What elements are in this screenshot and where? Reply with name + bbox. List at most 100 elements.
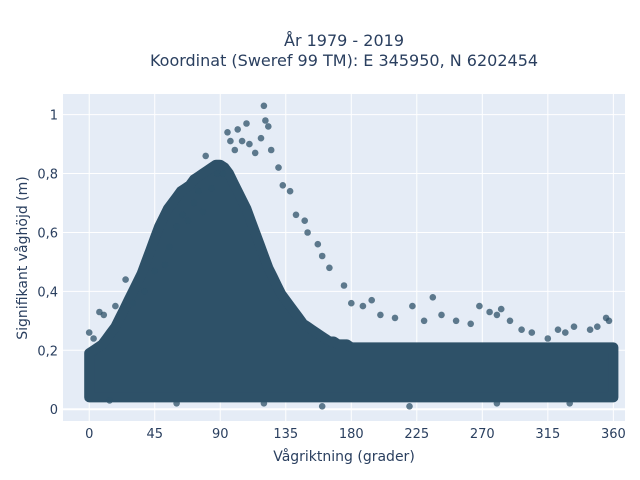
x-tick-label: 270 — [470, 427, 495, 442]
data-point — [227, 137, 234, 145]
data-point — [368, 296, 376, 304]
data-point — [208, 185, 215, 192]
data-point — [314, 240, 322, 248]
data-point — [190, 199, 198, 207]
y-tick-label: 0,6 — [37, 226, 58, 241]
data-point — [173, 223, 180, 230]
data-point — [90, 335, 97, 342]
data-point — [326, 264, 333, 272]
data-point — [301, 217, 309, 224]
data-point — [497, 305, 505, 313]
y-tick-label: 0,8 — [37, 168, 58, 183]
data-point — [486, 308, 493, 316]
data-point — [120, 302, 128, 310]
data-point — [493, 400, 501, 407]
data-point — [467, 320, 475, 328]
data-point — [238, 137, 246, 145]
data-point — [199, 208, 207, 216]
data-point — [570, 323, 578, 331]
data-point — [243, 120, 250, 127]
x-tick-label: 180 — [339, 427, 364, 442]
data-point — [85, 329, 93, 336]
y-tick-label: 0 — [50, 403, 58, 418]
data-point — [173, 400, 180, 407]
data-point — [318, 403, 326, 410]
data-point — [151, 267, 158, 275]
data-point — [234, 126, 241, 133]
data-point — [257, 134, 265, 142]
data-point — [420, 317, 428, 325]
data-point — [438, 311, 445, 319]
data-point — [129, 299, 137, 307]
data-point — [493, 311, 501, 319]
data-point — [166, 243, 173, 251]
x-tick-label: 315 — [535, 427, 560, 442]
data-point — [202, 152, 209, 160]
data-point — [528, 329, 536, 336]
data-point — [605, 317, 613, 325]
data-point — [566, 400, 573, 407]
data-point — [246, 140, 253, 148]
data-markers — [85, 102, 613, 410]
data-point — [214, 170, 221, 177]
data-point — [391, 314, 399, 322]
data-point — [348, 299, 355, 307]
data-point — [251, 149, 259, 157]
data-point — [106, 397, 113, 404]
data-point — [554, 326, 562, 334]
data-point — [260, 400, 268, 407]
data-point — [562, 329, 569, 336]
data-point — [286, 187, 294, 195]
data-point — [112, 302, 119, 310]
y-tick-label: 0,2 — [37, 344, 58, 359]
data-point — [359, 302, 367, 310]
x-tick-label: 0 — [85, 427, 93, 442]
data-point — [275, 164, 282, 171]
data-point — [267, 146, 275, 154]
data-point — [179, 211, 186, 219]
data-point — [260, 102, 268, 110]
density-band — [84, 159, 619, 403]
data-point — [429, 294, 437, 301]
data-point — [586, 326, 594, 334]
data-point — [377, 311, 384, 319]
data-point — [195, 187, 202, 195]
x-tick-label: 45 — [146, 427, 163, 442]
data-point — [122, 276, 129, 283]
density-band-shape — [84, 159, 619, 403]
data-point — [318, 252, 326, 260]
chart-title: År 1979 - 2019 — [284, 31, 404, 50]
data-point — [219, 170, 227, 177]
data-point — [224, 129, 231, 136]
chart-subtitle: Koordinat (Sweref 99 TM): E 345950, N 62… — [150, 51, 538, 70]
data-point — [452, 317, 460, 325]
data-point — [304, 229, 311, 236]
x-tick-label: 225 — [404, 427, 429, 442]
data-point — [292, 211, 300, 219]
data-point — [279, 182, 287, 189]
x-axis-label: Vågriktning (grader) — [273, 448, 415, 465]
x-tick-labels: 0 45 90 135 180 225 270 315 360 — [85, 427, 626, 442]
data-point — [409, 302, 416, 310]
y-tick-labels: 0 0,2 0,4 0,6 0,8 1 — [37, 109, 58, 419]
x-tick-label: 90 — [212, 427, 229, 442]
data-point — [231, 146, 239, 154]
x-tick-label: 360 — [601, 427, 626, 442]
data-point — [406, 403, 413, 410]
data-point — [141, 288, 148, 295]
data-point — [161, 261, 169, 269]
data-point — [184, 217, 192, 224]
y-axis-label: Signifikant våghöjd (m) — [14, 176, 31, 339]
y-tick-label: 0,4 — [37, 285, 58, 300]
data-point — [265, 123, 272, 130]
y-tick-label: 1 — [50, 109, 58, 124]
data-point — [544, 335, 552, 342]
data-point — [518, 326, 525, 334]
data-point — [100, 311, 108, 319]
data-point — [262, 117, 269, 124]
data-point — [340, 282, 348, 289]
x-tick-label: 135 — [273, 427, 298, 442]
data-point — [476, 302, 483, 310]
data-point — [594, 323, 601, 331]
